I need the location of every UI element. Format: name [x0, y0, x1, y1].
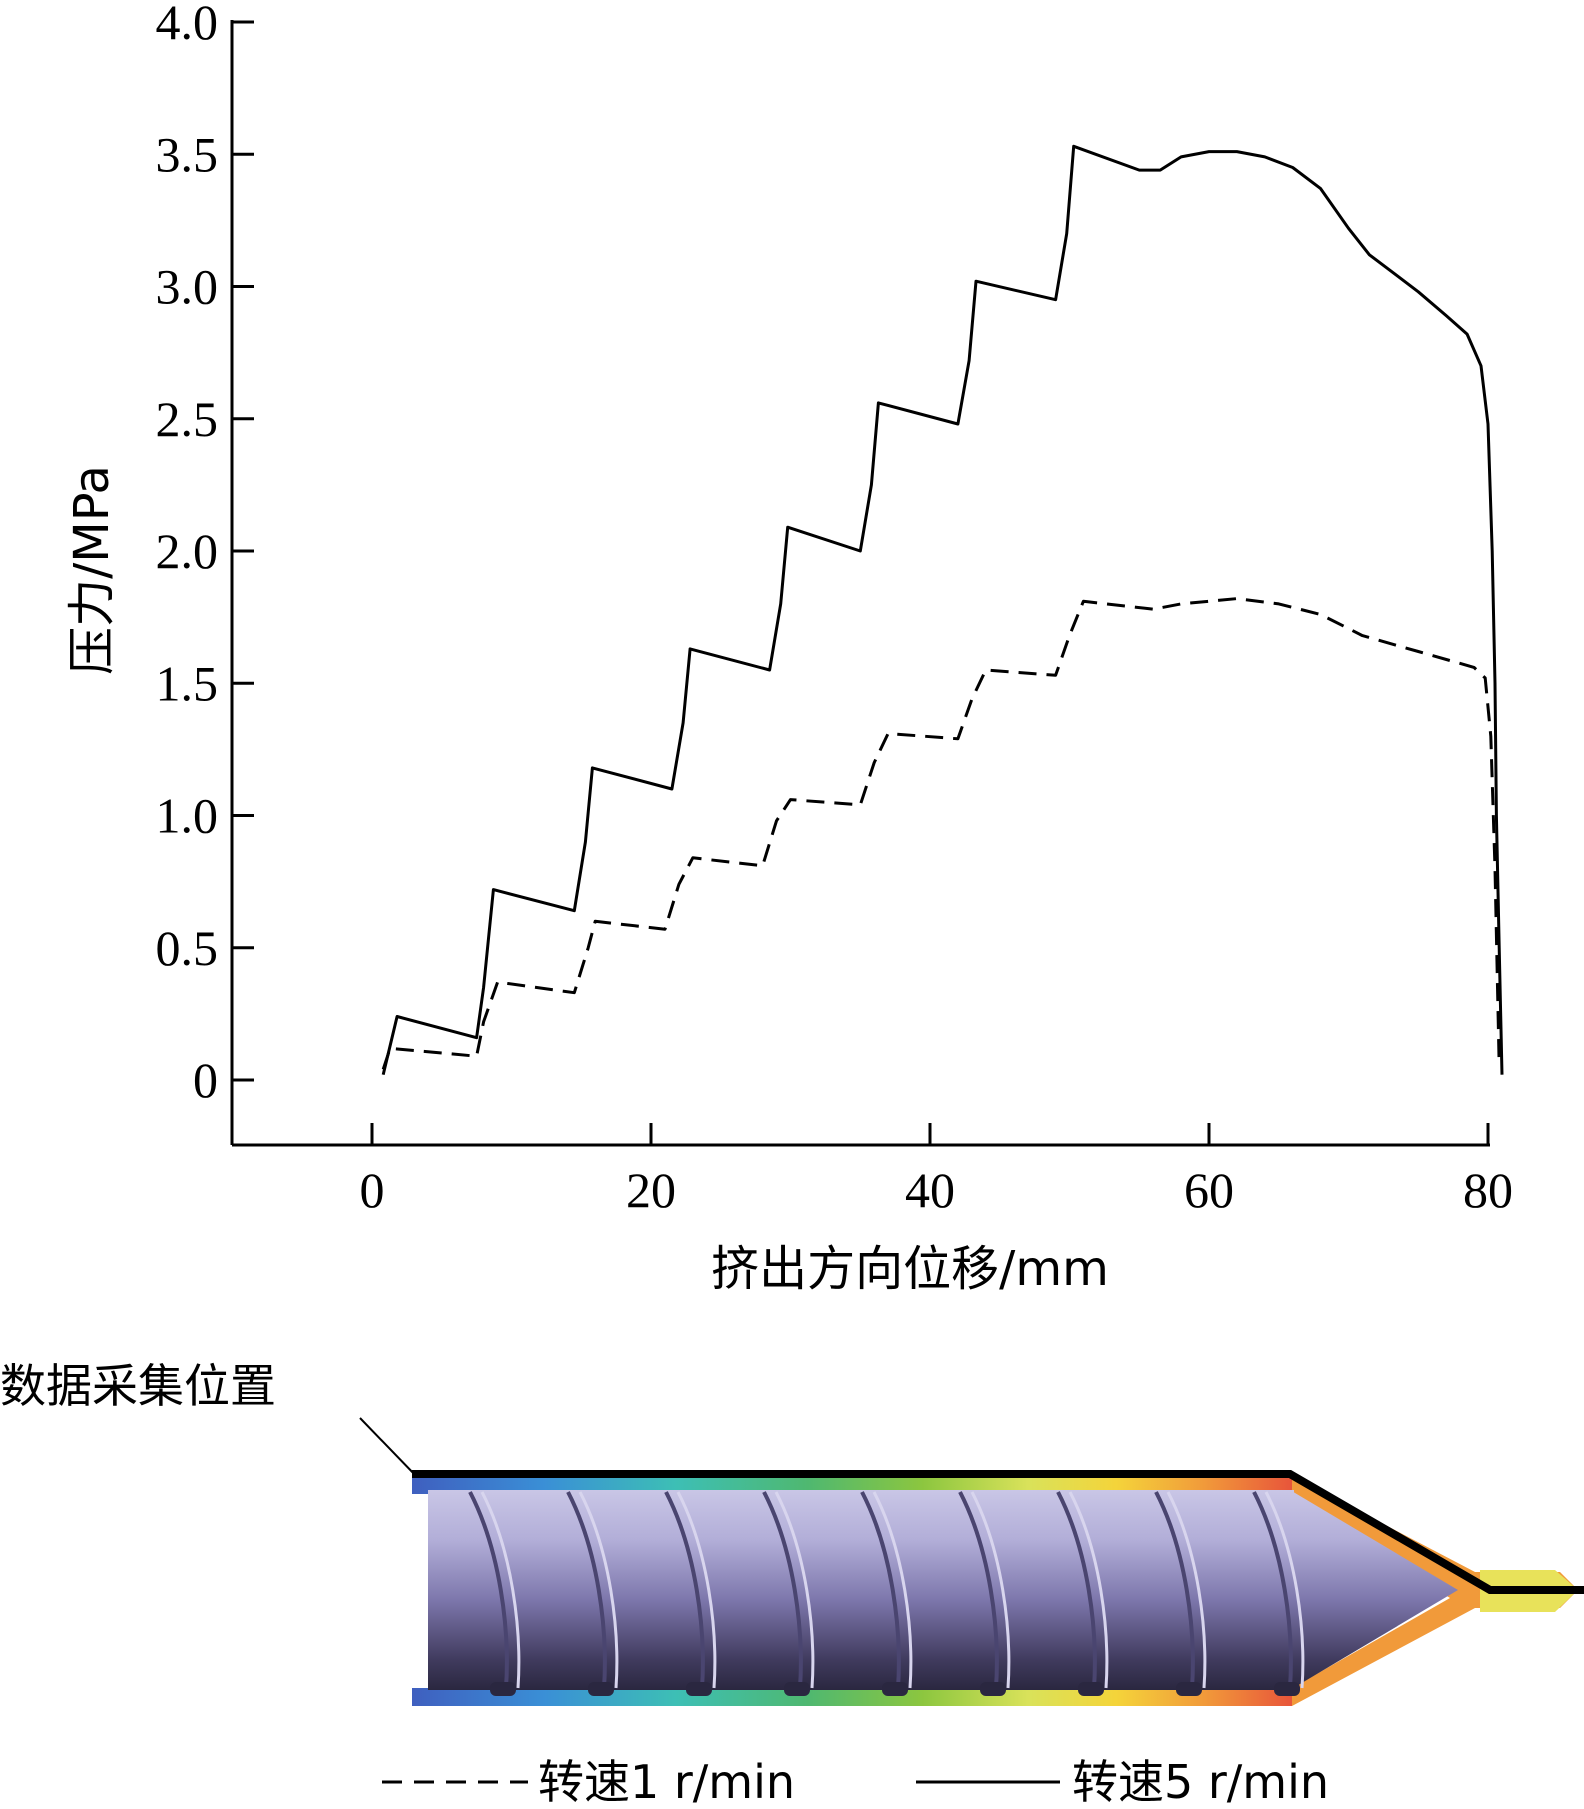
- screw-flight: [664, 1491, 705, 1689]
- y-tick-label: 1.5: [156, 655, 219, 711]
- screw-flights: [468, 1491, 1305, 1696]
- y-tick-label: 3.5: [156, 126, 219, 182]
- callout-leader: [359, 1417, 419, 1479]
- screw-flight: [578, 1491, 619, 1689]
- screw-flight: [566, 1491, 607, 1689]
- screw-flight: [480, 1491, 521, 1689]
- series-line-5rpm: [381, 144, 1504, 1076]
- screw-flight: [468, 1491, 509, 1689]
- x-ticks: 0 20 40 60 80: [360, 1123, 1513, 1218]
- screw-body: [428, 1490, 1294, 1690]
- screw-flight-root: [1078, 1682, 1104, 1696]
- screw-flight: [1068, 1491, 1109, 1689]
- screw-flight: [676, 1491, 717, 1689]
- die-melt-region: [1292, 1476, 1578, 1706]
- x-tick-label: 40: [905, 1162, 955, 1218]
- screw-flight: [970, 1491, 1011, 1689]
- screw-flight-root: [882, 1682, 908, 1696]
- barrel-wall-bottom: [412, 1688, 1292, 1706]
- screw-flight: [1166, 1491, 1207, 1689]
- screw-tip: [1290, 1490, 1458, 1690]
- extruder-diagram: 数据采集位置: [0, 1359, 1584, 1706]
- x-tick-label: 80: [1463, 1162, 1513, 1218]
- series-layer: [381, 144, 1504, 1076]
- x-tick-label: 20: [626, 1162, 676, 1218]
- series-line-1rpm: [381, 597, 1501, 1070]
- x-axis-title: 挤出方向位移/mm: [711, 1241, 1109, 1297]
- y-tick-label: 2.0: [156, 523, 219, 579]
- screw-flight: [958, 1491, 999, 1689]
- screw-flight: [774, 1491, 815, 1689]
- y-axis-title: 压力/MPa: [64, 465, 120, 675]
- y-ticks: 0 0.5 1.0 1.5 2.0 2.5 3.0 3.5 4.0: [156, 0, 254, 1108]
- axes: [230, 20, 1490, 1147]
- screw-flight: [1056, 1491, 1097, 1689]
- barrel-wall-top: [412, 1476, 1292, 1494]
- screw-flight-root: [784, 1682, 810, 1696]
- y-tick-label: 4.0: [156, 0, 219, 50]
- y-tick-label: 0: [193, 1052, 218, 1108]
- x-tick-label: 0: [360, 1162, 385, 1218]
- y-tick-label: 2.5: [156, 391, 219, 447]
- data-collection-boundary: [412, 1470, 1584, 1594]
- screw-flight: [1154, 1491, 1195, 1689]
- legend-label-1: 转速1 r/min: [538, 1755, 795, 1809]
- callout-label: 数据采集位置: [0, 1359, 276, 1413]
- x-tick-label: 60: [1184, 1162, 1234, 1218]
- legend-label-2: 转速5 r/min: [1072, 1755, 1329, 1809]
- screw-flight: [1264, 1491, 1305, 1689]
- screw-flight-root: [1274, 1682, 1300, 1696]
- screw-flight: [860, 1491, 901, 1689]
- screw-flight-root: [980, 1682, 1006, 1696]
- y-tick-label: 0.5: [156, 920, 219, 976]
- legend: 转速1 r/min 转速5 r/min: [382, 1755, 1329, 1809]
- screw-flight-root: [588, 1682, 614, 1696]
- y-tick-label: 3.0: [156, 259, 219, 315]
- screw-flight-root: [686, 1682, 712, 1696]
- y-tick-label: 1.0: [156, 788, 219, 844]
- screw-flight: [762, 1491, 803, 1689]
- screw-flight: [872, 1491, 913, 1689]
- screw-flight: [1252, 1491, 1293, 1689]
- screw-flight-root: [490, 1682, 516, 1696]
- screw-flight-root: [1176, 1682, 1202, 1696]
